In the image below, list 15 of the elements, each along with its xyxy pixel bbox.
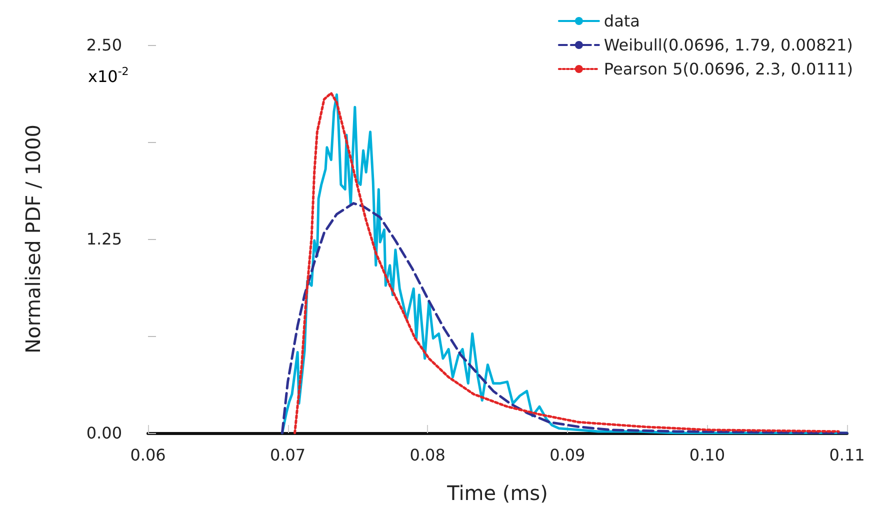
legend-label: Pearson 5(0.0696, 2.3, 0.0111) xyxy=(604,60,853,78)
x-tick-label: 0.08 xyxy=(410,446,446,464)
x-tick-label: 0.09 xyxy=(550,446,586,464)
y-tick-label: 2.50 xyxy=(86,36,122,54)
y-tick-label: 0.00 xyxy=(86,424,122,442)
x-tick-label: 0.06 xyxy=(130,446,166,464)
legend-label: Weibull(0.0696, 1.79, 0.00821) xyxy=(604,36,853,54)
y-tick-label: 1.25 xyxy=(86,230,122,248)
y-axis-title: Normalised PDF / 1000 xyxy=(21,124,45,354)
legend-label: data xyxy=(604,12,640,30)
x-axis-title: Time (ms) xyxy=(446,481,548,505)
line-series xyxy=(280,202,848,434)
x-tick-label: 0.10 xyxy=(689,446,726,464)
x-tick-label: 0.11 xyxy=(829,446,865,464)
x-tick-label: 0.07 xyxy=(270,446,306,464)
